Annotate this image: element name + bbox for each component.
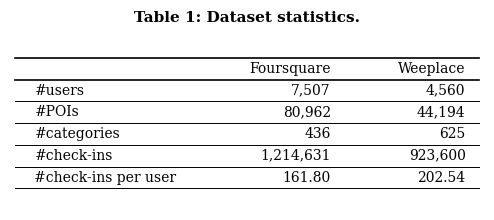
Text: Table 1: Dataset statistics.: Table 1: Dataset statistics. — [134, 11, 360, 25]
